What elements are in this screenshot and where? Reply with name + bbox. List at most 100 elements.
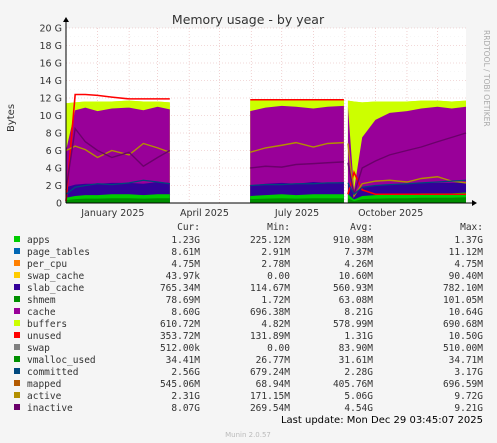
legend-min-slab_cache: 114.67M bbox=[250, 283, 290, 294]
legend-swatch-page_tables bbox=[14, 248, 20, 254]
legend-name-active: active bbox=[27, 391, 62, 402]
legend-max-swap_cache: 90.40M bbox=[449, 271, 484, 282]
y-tick-label: 2 G bbox=[46, 181, 62, 192]
legend-avg-vmalloc_used: 31.61M bbox=[339, 355, 374, 366]
legend-column-header: Min: bbox=[267, 222, 290, 233]
legend-max-apps: 1.37G bbox=[454, 235, 483, 246]
legend-swatch-active bbox=[14, 392, 20, 398]
legend-swatch-committed bbox=[14, 368, 20, 374]
legend-min-per_cpu: 2.78M bbox=[261, 259, 290, 270]
legend-min-cache: 696.38M bbox=[250, 307, 290, 318]
legend-max-active: 9.72G bbox=[454, 391, 483, 402]
last-update-text: Last update: Mon Dec 29 03:45:07 2025 bbox=[281, 415, 483, 426]
legend-column-header: Max: bbox=[460, 222, 483, 233]
legend-min-mapped: 68.94M bbox=[256, 379, 291, 390]
y-tick-label: 20 G bbox=[40, 24, 62, 35]
legend-cur-unused: 353.72M bbox=[160, 331, 200, 342]
line-committed-seg0 bbox=[65, 179, 170, 195]
legend-avg-buffers: 578.99M bbox=[333, 319, 373, 330]
legend-avg-swap: 83.90M bbox=[339, 343, 374, 354]
legend-cur-per_cpu: 4.75M bbox=[171, 259, 200, 270]
legend-cur-active: 2.31G bbox=[171, 391, 200, 402]
legend-avg-apps: 910.98M bbox=[333, 235, 373, 246]
area-cache-seg2 bbox=[347, 106, 466, 203]
area-cache-seg0 bbox=[66, 106, 170, 203]
x-tick-label: April 2025 bbox=[180, 208, 229, 219]
legend-name-inactive: inactive bbox=[27, 403, 73, 414]
area-shmem-seg0 bbox=[66, 198, 170, 203]
legend-min-active: 171.15M bbox=[250, 391, 290, 402]
legend-swatch-inactive bbox=[14, 404, 20, 410]
legend-cur-committed: 2.56G bbox=[171, 367, 200, 378]
legend-max-slab_cache: 782.10M bbox=[443, 283, 483, 294]
legend-cur-shmem: 78.69M bbox=[166, 295, 201, 306]
legend-min-inactive: 269.54M bbox=[250, 403, 290, 414]
legend-name-mapped: mapped bbox=[27, 379, 61, 390]
y-axis-arrow bbox=[63, 17, 69, 22]
legend-cur-inactive: 8.07G bbox=[171, 403, 200, 414]
area-shmem-seg2 bbox=[347, 197, 466, 203]
legend-min-apps: 225.12M bbox=[250, 235, 290, 246]
legend-max-inactive: 9.21G bbox=[454, 403, 483, 414]
legend-column-header: Avg: bbox=[350, 222, 373, 233]
area-shmem-seg1 bbox=[250, 198, 344, 203]
y-tick-label: 18 G bbox=[40, 41, 62, 52]
y-tick-label: 6 G bbox=[46, 146, 62, 157]
legend-cur-slab_cache: 765.34M bbox=[160, 283, 200, 294]
legend-swatch-mapped bbox=[14, 380, 20, 386]
legend-max-cache: 10.64G bbox=[449, 307, 484, 318]
rrdtool-watermark: RRDTOOL / TOBI OETIKER bbox=[482, 30, 491, 127]
legend-name-buffers: buffers bbox=[27, 319, 67, 330]
legend-avg-committed: 2.28G bbox=[344, 367, 373, 378]
legend-cur-mapped: 545.06M bbox=[160, 379, 200, 390]
x-tick-label: January 2025 bbox=[80, 208, 144, 219]
legend-avg-per_cpu: 4.26M bbox=[344, 259, 373, 270]
legend-min-swap_cache: 0.00 bbox=[267, 271, 290, 282]
line-active-seg2 bbox=[347, 143, 467, 198]
legend-min-committed: 679.24M bbox=[250, 367, 290, 378]
legend-swatch-buffers bbox=[14, 320, 20, 326]
legend-max-mapped: 696.59M bbox=[443, 379, 483, 390]
legend-name-page_tables: page_tables bbox=[27, 247, 90, 258]
legend-avg-mapped: 405.76M bbox=[333, 379, 373, 390]
legend-avg-unused: 1.31G bbox=[344, 331, 373, 342]
legend-max-per_cpu: 4.75M bbox=[454, 259, 483, 270]
legend-name-vmalloc_used: vmalloc_used bbox=[27, 355, 96, 366]
legend-swatch-per_cpu bbox=[14, 260, 20, 266]
line-active-seg1 bbox=[250, 141, 344, 153]
x-tick-label: July 2025 bbox=[274, 208, 319, 219]
legend-cur-apps: 1.23G bbox=[171, 235, 200, 246]
y-tick-label: 8 G bbox=[46, 129, 62, 140]
legend-max-buffers: 690.68M bbox=[443, 319, 483, 330]
legend-name-cache: cache bbox=[27, 307, 56, 318]
legend-cur-swap: 512.00k bbox=[160, 343, 200, 354]
y-axis-label: Bytes bbox=[6, 104, 17, 132]
legend-column-header: Cur: bbox=[177, 222, 200, 233]
x-tick-label: October 2025 bbox=[358, 208, 423, 219]
legend-min-swap: 0.00 bbox=[267, 343, 290, 354]
legend-name-per_cpu: per_cpu bbox=[27, 259, 67, 270]
legend-cur-page_tables: 8.61M bbox=[171, 247, 200, 258]
legend-name-apps: apps bbox=[27, 235, 50, 246]
legend-swatch-apps bbox=[14, 236, 20, 242]
line-committed-seg2 bbox=[347, 179, 467, 196]
legend-name-slab_cache: slab_cache bbox=[27, 283, 84, 294]
x-axis-arrow bbox=[472, 200, 477, 206]
legend-avg-swap_cache: 10.60M bbox=[339, 271, 374, 282]
legend-swatch-vmalloc_used bbox=[14, 356, 20, 362]
line-unused-seg0 bbox=[65, 93, 170, 202]
legend-swatch-cache bbox=[14, 308, 20, 314]
legend-avg-inactive: 4.54G bbox=[344, 403, 373, 414]
legend-name-swap_cache: swap_cache bbox=[27, 271, 84, 282]
legend-cur-buffers: 610.72M bbox=[160, 319, 200, 330]
legend-swatch-slab_cache bbox=[14, 284, 20, 290]
legend-max-unused: 10.50G bbox=[449, 331, 484, 342]
y-tick-label: 12 G bbox=[40, 94, 62, 105]
y-tick-label: 16 G bbox=[40, 59, 62, 70]
y-tick-label: 10 G bbox=[40, 111, 62, 122]
legend-name-swap: swap bbox=[27, 343, 50, 354]
line-inactive-seg0 bbox=[65, 126, 171, 190]
legend-min-buffers: 4.82M bbox=[261, 319, 290, 330]
legend-avg-shmem: 63.08M bbox=[339, 295, 374, 306]
